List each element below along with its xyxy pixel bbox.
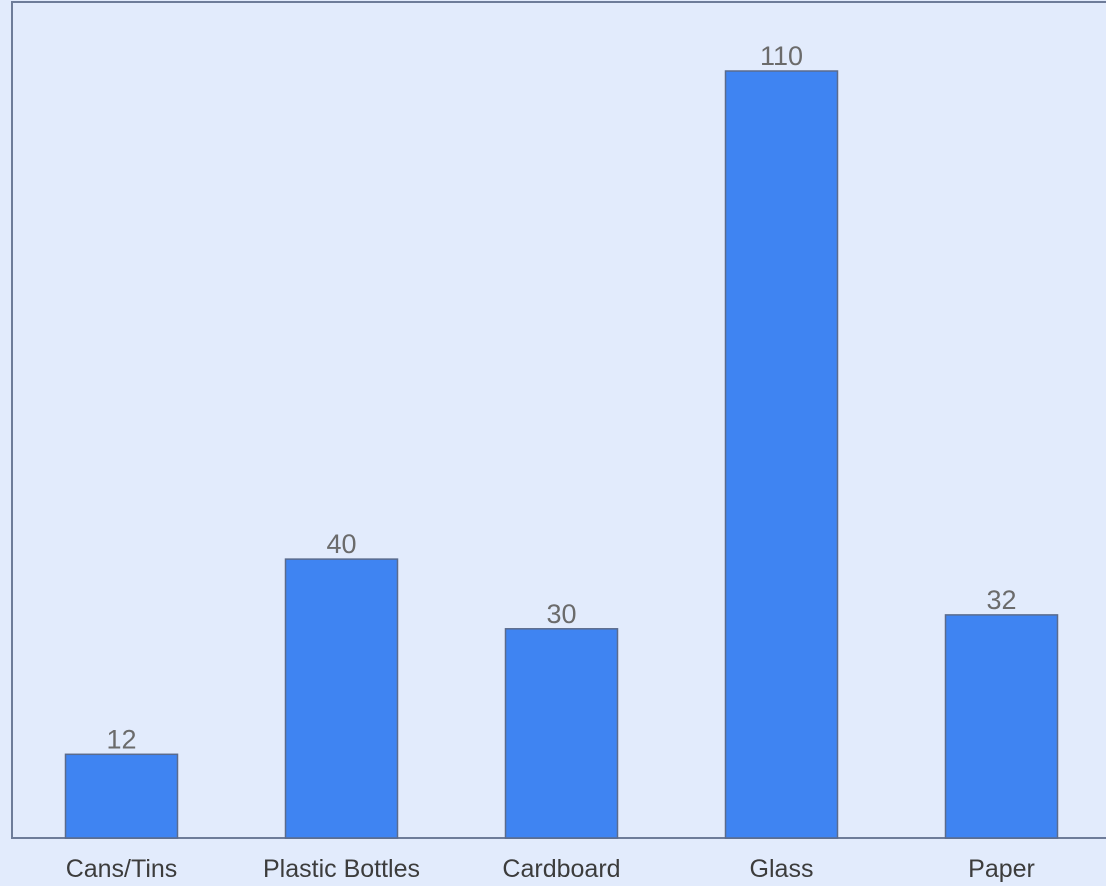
data-label-3: 110 (760, 41, 803, 71)
data-label-0: 12 (106, 724, 136, 754)
x-tick-label-3: Glass (750, 855, 814, 883)
data-label-2: 30 (546, 599, 576, 629)
x-tick-labels-layer: Cans/Tins Plastic Bottles Cardboard Glass Pa… (66, 855, 1035, 883)
bar-3 (724, 70, 839, 839)
bar-2 (504, 628, 619, 839)
bars-layer (64, 70, 1059, 839)
x-tick-label-2: Cardboard (502, 855, 620, 883)
data-label-1: 40 (326, 529, 356, 559)
data-label-4: 32 (986, 585, 1016, 615)
x-tick-label-4: Paper (968, 855, 1035, 883)
x-tick-label-1: Plastic Bottles (263, 855, 420, 883)
bar-4 (944, 614, 1059, 839)
data-labels-layer: 12 40 30 110 32 (106, 41, 1016, 754)
bar-1 (284, 558, 399, 839)
bar-0 (64, 753, 179, 839)
x-tick-label-0: Cans/Tins (66, 855, 178, 883)
